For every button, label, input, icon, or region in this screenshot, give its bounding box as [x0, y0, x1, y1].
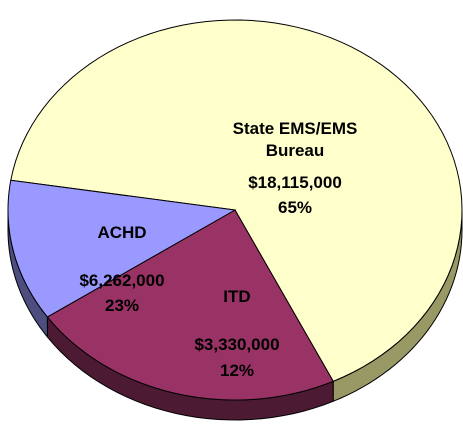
- percent-label: 23%: [104, 296, 140, 315]
- slice-label: ACHD: [97, 223, 147, 242]
- slice-label: State EMS/EMS Bureau: [232, 119, 358, 160]
- percent-label: 65%: [277, 198, 313, 217]
- slice-label: ITD: [223, 287, 251, 306]
- percent-label: 12%: [219, 361, 255, 380]
- value-label: $18,115,000: [248, 173, 342, 192]
- value-label: $3,330,000: [194, 335, 280, 354]
- slice: [46, 209, 334, 401]
- slice: [10, 19, 463, 382]
- slice: [7, 179, 237, 318]
- value-label: $6,262,000: [79, 271, 165, 290]
